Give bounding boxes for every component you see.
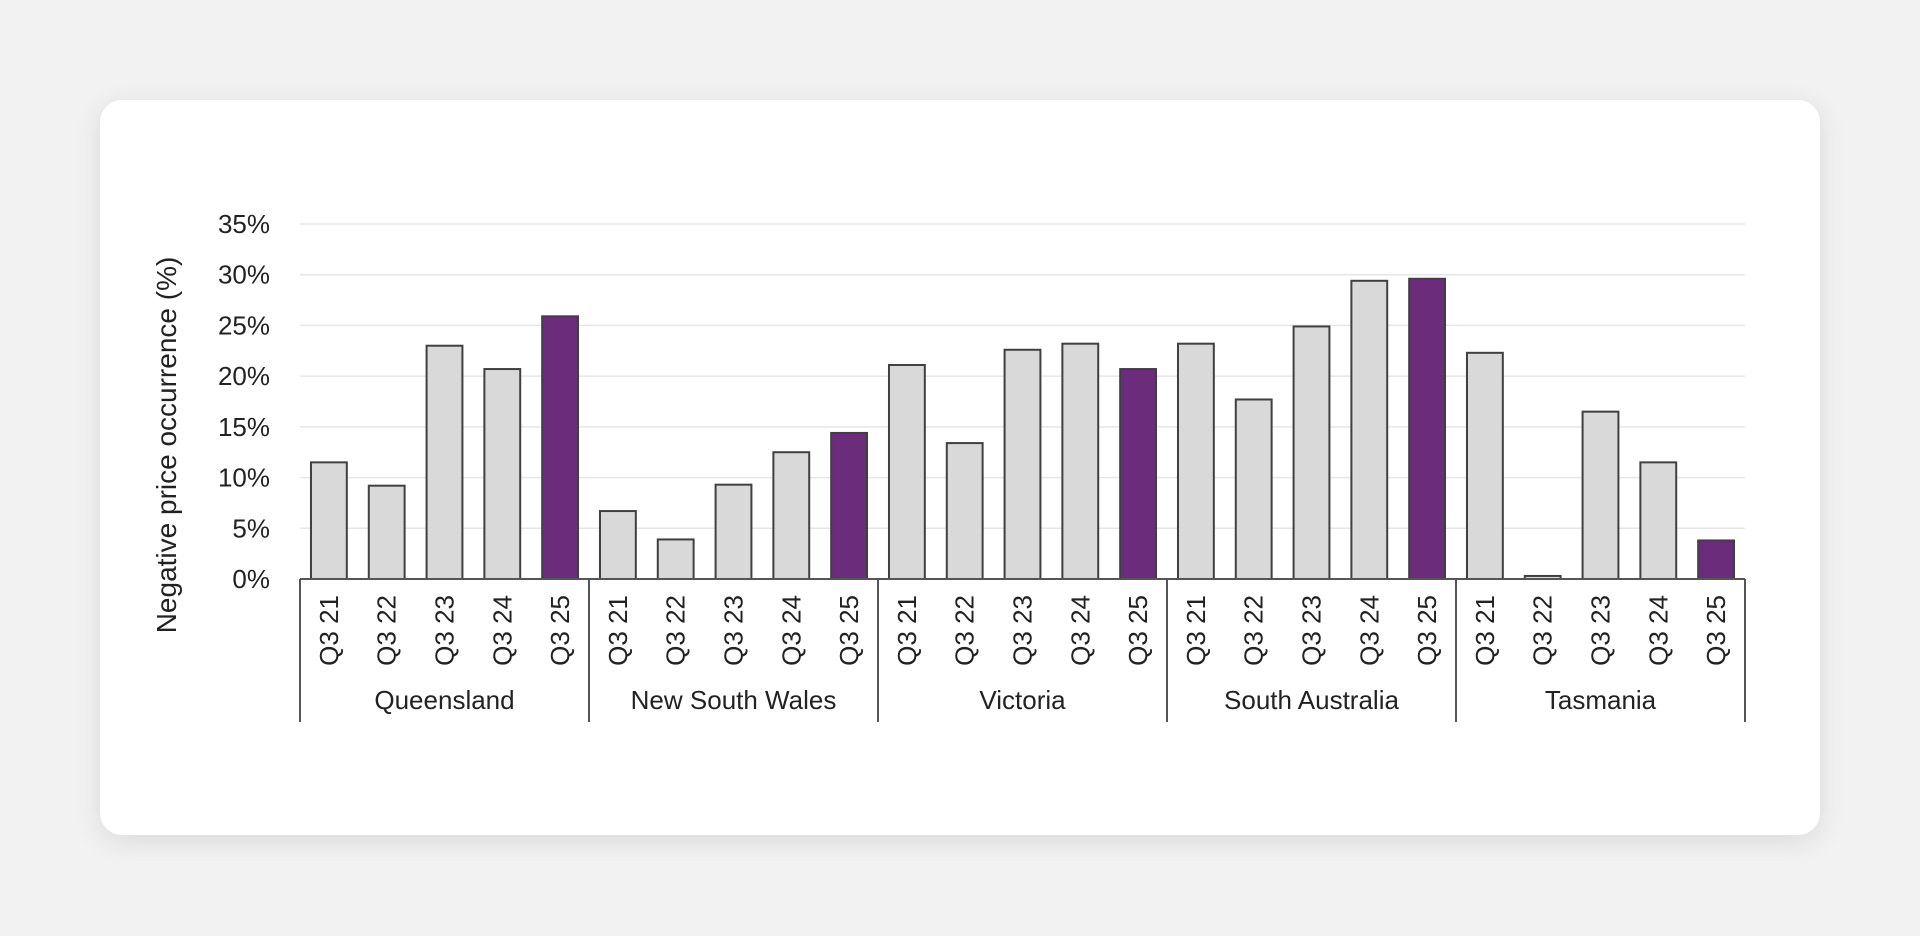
category-label: Q3 21 [603, 595, 633, 666]
category-label: Q3 22 [1239, 595, 1269, 666]
category-label: Q3 21 [314, 595, 344, 666]
bar-victoria-q3-23 [1003, 348, 1042, 580]
y-tick-label: 35% [218, 209, 270, 239]
bar-new-south-wales-q3-24 [772, 451, 811, 581]
chart-card: 0% 5% 10% 15% 20% 25% 30% 35% Q3 21 Q3 22 Q3 23 Q3… [100, 100, 1820, 835]
category-label: Q3 23 [1586, 595, 1616, 666]
category-label: Q3 24 [1354, 595, 1384, 666]
bar-victoria-q3-25 [1119, 368, 1158, 580]
group-label: New South Wales [631, 685, 837, 715]
category-label: Q3 24 [1643, 595, 1673, 666]
category-label: Q3 22 [661, 595, 691, 666]
y-tick-labels: 0% 5% 10% 15% 20% 25% 30% 35% [218, 209, 270, 594]
group-label: South Australia [1224, 685, 1399, 715]
group-label: Victoria [979, 685, 1066, 715]
category-label: Q3 23 [1008, 595, 1038, 666]
bar-south-australia-q3-25 [1408, 277, 1447, 580]
bar-south-australia-q3-24 [1350, 279, 1389, 581]
y-tick-label: 20% [218, 361, 270, 391]
category-label: Q3 22 [372, 595, 402, 666]
bar-chart: 0%5%10%15%20%25%30%35% Q3 21 Q3 22 Q3 23 Q3… [151, 209, 1746, 722]
group-label: Tasmania [1545, 685, 1657, 715]
category-label: Q3 23 [430, 595, 460, 666]
category-label: Q3 21 [1181, 595, 1211, 666]
category-label: Q3 24 [1065, 595, 1095, 666]
bar-queensland-q3-25 [541, 315, 580, 581]
bar-tasmania-q3-23 [1581, 410, 1620, 580]
y-tick-label: 30% [218, 260, 270, 290]
category-label: Q3 25 [1701, 595, 1731, 666]
bar-queensland-q3-22 [367, 484, 406, 580]
bar-victoria-q3-22 [945, 442, 984, 581]
category-label: Q3 25 [1123, 595, 1153, 666]
category-label: Q3 25 [834, 595, 864, 666]
bar-queensland-q3-23 [425, 344, 464, 580]
category-label: Q3 22 [1528, 595, 1558, 666]
category-label: Q3 23 [719, 595, 749, 666]
bar-tasmania-q3-24 [1639, 461, 1678, 581]
category-label: Q3 24 [487, 595, 517, 666]
group-labels: Queensland New South Wales Victoria South A… [374, 685, 1656, 715]
category-label: Q3 24 [776, 595, 806, 666]
category-label: Q3 25 [545, 595, 575, 666]
y-axis-title: Negative price occurrence (%) [151, 257, 182, 634]
category-label: Q3 23 [1297, 595, 1327, 666]
bar-south-australia-q3-22 [1234, 398, 1273, 580]
bar-new-south-wales-q3-25 [830, 431, 869, 581]
bar-victoria-q3-24 [1061, 342, 1100, 580]
category-label: Q3 25 [1412, 595, 1442, 666]
category-label: Q3 21 [892, 595, 922, 666]
y-tick-label: 10% [218, 463, 270, 493]
category-label: Q3 22 [950, 595, 980, 666]
bar-victoria-q3-21 [887, 363, 926, 580]
bars [309, 277, 1736, 581]
bar-south-australia-q3-23 [1292, 325, 1331, 580]
bar-queensland-q3-24 [483, 368, 522, 580]
bar-tasmania-q3-21 [1465, 351, 1504, 580]
axes [299, 578, 1746, 722]
bar-queensland-q3-21 [309, 461, 348, 581]
bar-new-south-wales-q3-22 [656, 538, 695, 581]
y-tick-label: 0% [232, 564, 270, 594]
y-tick-label: 5% [232, 513, 270, 543]
category-label: Q3 21 [1470, 595, 1500, 666]
bar-south-australia-q3-21 [1176, 342, 1215, 580]
bar-tasmania-q3-25 [1697, 539, 1736, 581]
group-label: Queensland [374, 685, 514, 715]
category-labels: Q3 21 Q3 22 Q3 23 Q3 24 Q3 25 Q3 21 Q3 22 Q3 23… [314, 595, 1731, 666]
y-tick-label: 15% [218, 412, 270, 442]
bar-new-south-wales-q3-23 [714, 483, 753, 580]
y-tick-label: 25% [218, 310, 270, 340]
bar-new-south-wales-q3-21 [598, 510, 637, 580]
